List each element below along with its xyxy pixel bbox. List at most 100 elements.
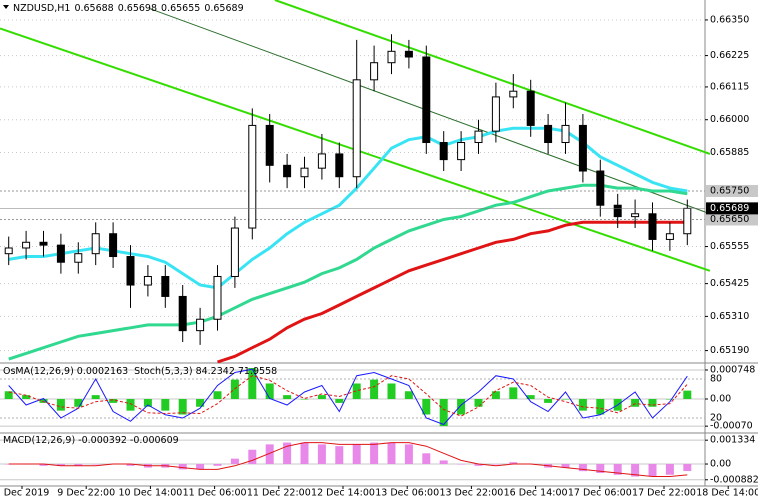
osma-bar (631, 399, 640, 407)
macd-bar (230, 458, 239, 465)
x-tick-label: 9 Dec 2019 (0, 488, 49, 499)
candle-body (457, 142, 466, 161)
x-tick-label: 13 Dec 06:00 (375, 488, 439, 499)
stoch-main (8, 368, 688, 426)
price-tag (706, 202, 758, 215)
candle-body (613, 204, 622, 218)
macd-bar (352, 444, 361, 465)
header-part: 0.65698 (118, 3, 157, 14)
legend-value: 84.2342 (196, 366, 235, 377)
x-tick-label: 11 Dec 06:00 (183, 488, 247, 499)
header-part: 0.65689 (204, 3, 243, 14)
osma-bar (352, 383, 361, 400)
macd-bar (39, 464, 48, 466)
macd-bar (56, 464, 65, 466)
y-tick-label: 0.65425 (710, 278, 749, 289)
macd-bar (509, 462, 518, 465)
macd-bar (457, 464, 466, 465)
menu-icon (3, 5, 9, 9)
candle-body (648, 213, 657, 240)
osma-bar (126, 399, 135, 411)
macd-bar (631, 464, 640, 477)
osma-bar (4, 391, 13, 400)
y-tick-label: 0.65555 (710, 241, 749, 252)
y-tick-label: 0.65885 (710, 147, 749, 158)
macd-bar (335, 446, 344, 465)
macd-bar (178, 464, 187, 470)
y-tick-label: -0.000882 (710, 474, 758, 485)
candle-body (491, 96, 500, 132)
macd-bar (439, 460, 448, 465)
candle-body (161, 275, 170, 297)
macd-bar (491, 464, 500, 465)
osma-bar (596, 399, 605, 415)
candle-body (317, 153, 326, 169)
y-tick-label: 0.66115 (710, 81, 749, 92)
legend: OsMA(12,26,9) 0.0002163 Stoch(5,3,3) 84.234… (3, 366, 277, 377)
legend-value: 71.9558 (238, 366, 277, 377)
candle-body (22, 241, 31, 249)
osma-bar (56, 399, 65, 411)
candle-body (335, 153, 344, 178)
macd-bar (387, 442, 396, 465)
osma-bar (370, 379, 379, 400)
osma-bar (335, 399, 344, 403)
osma-bar (648, 399, 657, 407)
osma-bar (544, 399, 553, 403)
macd-bar (474, 464, 483, 466)
legend-name: MACD(12,26,9) (3, 435, 75, 446)
osma-bar (317, 395, 326, 400)
macd-bar (370, 442, 379, 465)
osma-bar (196, 399, 205, 407)
osma-bar (91, 395, 100, 400)
osma-bar (109, 399, 118, 403)
y-tick-label: 0.66350 (710, 14, 749, 25)
level-tag (706, 213, 758, 226)
candle-body (387, 50, 396, 64)
candle-body (439, 142, 448, 161)
candle-body (665, 233, 674, 240)
y-tick-label: 0.001334 (710, 435, 755, 446)
x-tick-label: 17 Dec 06:00 (568, 488, 632, 499)
osma-bar (578, 399, 587, 411)
osma-bar (491, 391, 500, 400)
macd-bar (404, 444, 413, 465)
macd-bar (283, 442, 292, 465)
y-tick-label: 0.000748 (710, 365, 755, 376)
macd-bar (265, 444, 274, 465)
x-tick-label: 13 Dec 22:00 (439, 488, 503, 499)
osma-bar (300, 399, 309, 400)
candle-body (39, 241, 48, 246)
candle-body (56, 244, 65, 263)
level-label: 0.65750 (710, 185, 749, 196)
osma-bar (526, 395, 535, 400)
candle-body (422, 56, 431, 144)
osma-bar (39, 399, 48, 403)
candle-body (265, 124, 274, 166)
candle-body (474, 130, 483, 144)
candle-body (370, 62, 379, 81)
y-tick-label: -0.00070 (710, 421, 753, 432)
stoch-signal (8, 375, 688, 417)
candle-body (404, 50, 413, 58)
legend-value: 0.0002163 (77, 366, 128, 377)
osma-bar (143, 399, 152, 407)
macd-bar (74, 464, 83, 466)
osma-bar (213, 391, 222, 400)
osma-bar (404, 391, 413, 400)
y-tick-label: 0.66225 (710, 50, 749, 61)
macd-bar (248, 449, 257, 465)
y-tick-label: 0.00 (710, 394, 731, 405)
candle-body (143, 275, 152, 286)
macd-bar (683, 464, 692, 472)
x-tick-label: 9 Dec 22:00 (57, 488, 115, 499)
legend-value: -0.000609 (130, 435, 179, 446)
moving-average (8, 183, 688, 361)
legend: MACD(12,26,9) -0.000392 -0.000609 (3, 435, 179, 446)
y-tick-label: 0.66000 (710, 114, 749, 125)
osma-bar (439, 399, 448, 427)
level-tag (706, 184, 758, 197)
